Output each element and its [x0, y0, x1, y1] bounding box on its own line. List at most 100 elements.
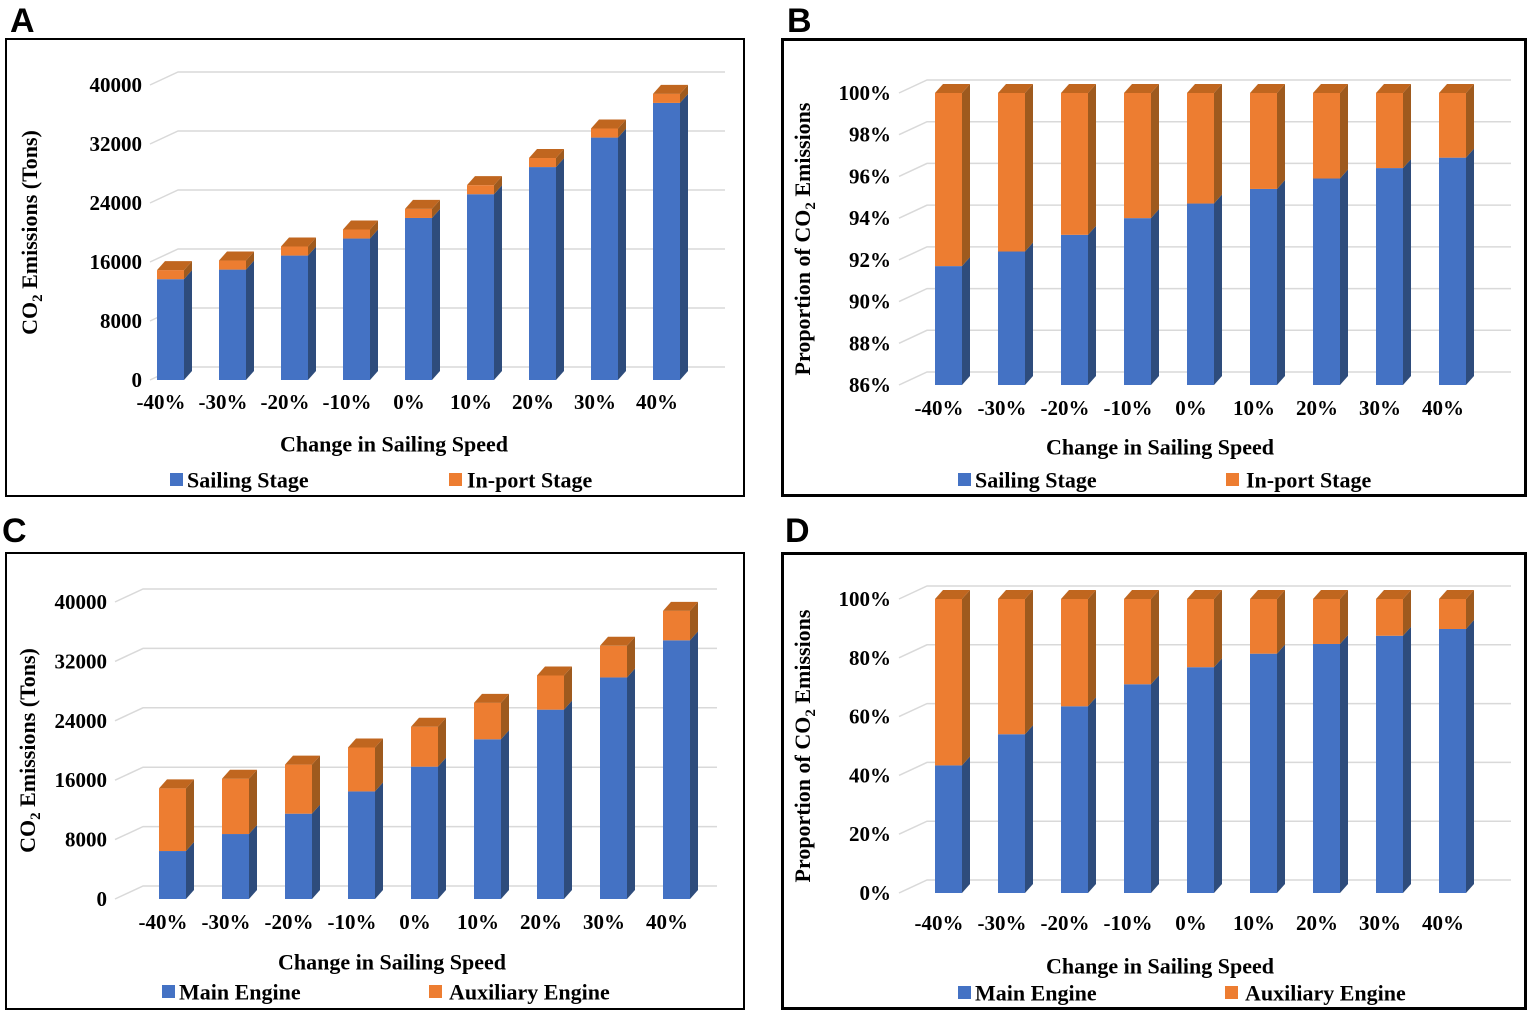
in-port-stage-side-face	[556, 149, 564, 168]
chart-a: 0 8000 16000 24000 32000 40000 -40% -30% -20% -10…	[17, 71, 725, 493]
gridline	[149, 71, 725, 86]
bar--30%	[998, 590, 1033, 893]
y-axis-tick-labels: 0 8000 16000 24000 32000 40000	[90, 73, 143, 392]
x-axis-tick-label: -10%	[328, 910, 377, 934]
sailing-stage-front-face	[1061, 234, 1088, 385]
x-axis-tick-label: -30%	[978, 396, 1027, 420]
auxiliary-engine-top-face	[1250, 590, 1285, 599]
main-engine-front-face	[537, 709, 564, 899]
bar-30%	[1376, 84, 1411, 385]
x-axis-tick-label: 0%	[393, 390, 425, 414]
main-engine-side-face	[1403, 626, 1411, 893]
gridlines	[114, 588, 717, 900]
y-axis-tick-label: 32000	[55, 649, 108, 673]
sailing-stage-side-face	[494, 185, 502, 380]
x-axis-tick-label: 40%	[1422, 911, 1464, 935]
bars	[935, 590, 1474, 893]
in-port-stage-side-face	[680, 84, 688, 103]
main-engine-front-face	[222, 834, 249, 899]
y-axis-title: CO2 Emissions (Tons)	[15, 648, 44, 853]
main-engine-front-face	[1187, 667, 1214, 893]
bar-30%	[1376, 590, 1411, 893]
in-port-stage-side-face	[1025, 84, 1033, 252]
panel-letter-b: B	[787, 2, 812, 40]
bar-0%	[411, 717, 446, 899]
y-axis-tick-label: 8000	[65, 828, 107, 852]
x-axis-tick-label: 0%	[399, 910, 431, 934]
legend-swatch-in-port-stage	[449, 473, 462, 486]
y-axis-tick-label: 0%	[860, 881, 892, 905]
auxiliary-engine-front-face	[474, 702, 501, 740]
panel-b-box: 86% 88% 90% 92% 94% 96% 98% 100% -40% -30% -20% -10…	[781, 38, 1527, 497]
x-axis-tick-label: 40%	[646, 910, 688, 934]
y-axis-tick-label: 16000	[90, 250, 143, 274]
in-port-stage-front-face	[1313, 93, 1340, 179]
panel-letter-a: A	[10, 2, 35, 40]
in-port-stage-top-face	[1439, 84, 1474, 93]
in-port-stage-top-face	[1124, 84, 1159, 93]
sailing-stage-front-face	[935, 266, 962, 385]
bar--20%	[285, 755, 320, 899]
in-port-stage-top-face	[591, 119, 626, 129]
sailing-stage-side-face	[370, 229, 378, 380]
auxiliary-engine-side-face	[1214, 590, 1222, 668]
x-axis-tick-label: -40%	[915, 396, 964, 420]
x-axis-tick-label: -20%	[1041, 396, 1090, 420]
auxiliary-engine-top-face	[537, 666, 572, 676]
y-axis-tick-label: 96%	[849, 164, 891, 188]
x-axis-tick-label: 40%	[1422, 396, 1464, 420]
bars	[159, 601, 698, 899]
y-axis-tick-label: 20%	[849, 822, 891, 846]
y-axis-title: Proportion of CO2 Emissions	[790, 609, 819, 882]
bar-10%	[1250, 84, 1285, 385]
auxiliary-engine-front-face	[1250, 599, 1277, 654]
y-axis-tick-label: 60%	[849, 705, 891, 729]
y-axis-tick-label: 0	[97, 887, 108, 911]
sailing-stage-front-face	[1439, 157, 1466, 385]
legend-swatch-sailing-stage	[958, 473, 971, 486]
auxiliary-engine-top-face	[998, 590, 1033, 599]
in-port-stage-top-face	[1061, 84, 1096, 93]
auxiliary-engine-side-face	[627, 636, 635, 678]
in-port-stage-front-face	[405, 208, 432, 218]
sailing-stage-front-face	[1313, 178, 1340, 385]
legend-label: Sailing Stage	[187, 468, 309, 493]
x-axis-title: Change in Sailing Speed	[278, 950, 506, 975]
main-engine-side-face	[1214, 658, 1222, 893]
bar-40%	[663, 601, 698, 899]
auxiliary-engine-top-face	[1124, 590, 1159, 599]
bar--40%	[157, 261, 192, 380]
legend: Main Engine Auxiliary Engine	[162, 980, 610, 1005]
in-port-stage-top-face	[998, 84, 1033, 93]
in-port-stage-top-face	[281, 237, 316, 247]
auxiliary-engine-front-face	[1061, 599, 1088, 707]
x-axis-tick-label: 30%	[1359, 911, 1401, 935]
sailing-stage-front-face	[467, 194, 494, 380]
y-axis-tick-label: 0	[132, 368, 143, 392]
auxiliary-engine-side-face	[438, 717, 446, 767]
main-engine-side-face	[1277, 644, 1285, 893]
in-port-stage-front-face	[1376, 93, 1403, 169]
bar--10%	[348, 738, 383, 899]
x-axis-title: Change in Sailing Speed	[1046, 954, 1274, 979]
auxiliary-engine-front-face	[537, 675, 564, 710]
auxiliary-engine-top-face	[411, 717, 446, 727]
in-port-stage-side-face	[1466, 84, 1474, 158]
sailing-stage-front-face	[653, 102, 680, 380]
y-axis-tick-labels: 86% 88% 90% 92% 94% 96% 98% 100%	[839, 81, 892, 397]
legend-swatch-auxiliary-engine	[1225, 986, 1238, 999]
x-axis-tick-label: -20%	[1041, 911, 1090, 935]
sailing-stage-side-face	[1214, 194, 1222, 385]
bar--10%	[343, 220, 378, 380]
main-engine-front-face	[663, 640, 690, 899]
in-port-stage-front-face	[343, 229, 370, 239]
x-axis-tick-label: 20%	[520, 910, 562, 934]
main-engine-side-face	[1466, 619, 1474, 893]
auxiliary-engine-top-face	[348, 738, 383, 748]
in-port-stage-top-face	[1187, 84, 1222, 93]
bars	[935, 84, 1474, 385]
auxiliary-engine-front-face	[663, 610, 690, 641]
legend-swatch-main-engine	[958, 986, 971, 999]
chart-b: 86% 88% 90% 92% 94% 96% 98% 100% -40% -30% -20% -10…	[790, 79, 1511, 493]
in-port-stage-side-face	[1088, 84, 1096, 235]
